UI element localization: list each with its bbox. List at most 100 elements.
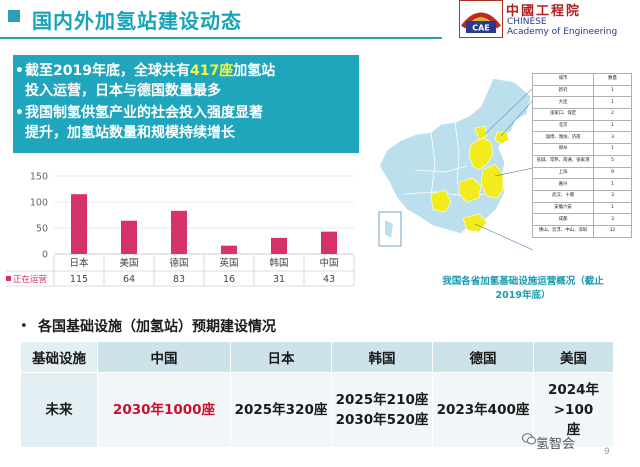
y-tick-label: 150 <box>30 172 48 183</box>
south-china-sea-islands <box>385 220 393 238</box>
table-row: 淄博、潍坊、济南 3 <box>532 131 632 145</box>
table-row: 新究 1 <box>532 84 632 98</box>
table-count: 1 <box>593 84 632 98</box>
plan-row-label: 未来 <box>20 372 98 448</box>
legend-label: 正在运营 <box>13 274 47 285</box>
table-city: 新究 <box>532 84 594 98</box>
data-value-label: 16 <box>223 274 235 285</box>
table-count: 3 <box>593 131 632 145</box>
x-category-label: 韩国 <box>269 257 288 269</box>
table-city: 佛山、云浮、中山、深圳 <box>532 224 594 238</box>
table-header-row: 城市 数量 <box>532 73 632 86</box>
map-highlight-east <box>480 163 504 199</box>
map-highlight-sichuan <box>430 189 452 213</box>
legend-swatch <box>6 276 11 281</box>
data-value-label: 64 <box>123 274 135 285</box>
plan-usa-line1: 2024年>100 <box>547 382 600 418</box>
section-title: 各国基础设施（加氢站）预期建设情况 <box>38 319 276 335</box>
plan-header-cell: 基础设施 <box>20 341 98 373</box>
plan-header-cell: 韩国 <box>331 341 433 373</box>
bar <box>171 210 187 254</box>
table-city: 上海 <box>532 166 594 180</box>
x-category-label: 美国 <box>119 257 138 269</box>
table-city: 淄博、潍坊、济南 <box>532 131 594 145</box>
table-row: 佛山、云浮、中山、深圳 12 <box>532 224 632 238</box>
summary-bullet-2-line1: 我国制氢供氢产业的社会投入强度显著 <box>25 105 263 121</box>
plan-usa-line2: 座 <box>566 422 581 438</box>
summary-bullet-1-line2: 投入运营，日本与德国数量最多 <box>25 83 221 99</box>
summary-bullet-2-line2: 提升，加氢站数量和规模持续增长 <box>25 125 235 141</box>
summary-bullet-1-pre: 截至2019年底，全球共有 <box>25 63 190 79</box>
title-bullet-square <box>8 10 20 22</box>
table-city: 北京 <box>532 119 594 133</box>
table-city: 郑州 <box>532 143 594 156</box>
table-row: 张家口、保定 2 <box>532 108 632 121</box>
table-row: 武汉、十堰 3 <box>532 189 632 203</box>
table-header-cell: 数量 <box>593 73 632 86</box>
data-value-label: 31 <box>273 274 285 285</box>
table-count: 1 <box>593 143 632 156</box>
table-count: 3 <box>593 213 632 226</box>
map-province-border <box>414 165 468 173</box>
china-map-outline <box>378 77 532 235</box>
logo-english-line1: CHINESE <box>507 17 547 27</box>
plan-japan-target: 2025年320座 <box>230 372 332 448</box>
table-count: 1 <box>593 96 632 110</box>
table-count: 1 <box>593 119 632 133</box>
x-category-label: 德国 <box>169 257 188 269</box>
x-category-label: 英国 <box>219 257 238 269</box>
summary-box: • 截至2019年底，全球共有417座加氢站 投入运营，日本与德国数量最多 • … <box>13 55 359 153</box>
x-category-label: 日本 <box>69 257 89 269</box>
table-row: 大连 1 <box>532 96 632 110</box>
table-count: 1 <box>593 201 632 215</box>
plan-row: 未来 2030年1000座 2025年320座 2025年210座 2030年5… <box>20 372 614 448</box>
table-count: 12 <box>593 224 632 238</box>
section-bullet-dot: • <box>20 319 28 334</box>
plan-header-row: 基础设施 中国 日本 韩国 德国 美国 <box>20 341 614 373</box>
table-city: 张家口、保定 <box>532 108 594 121</box>
city-station-table: 城市 数量 新究 1 大连 1 张家口、保定 2 北京 1 淄博、潍坊、济南 3 郑州 1 … <box>532 73 632 238</box>
data-value-label: 115 <box>70 274 88 285</box>
china-map <box>378 77 534 251</box>
data-value-label: 43 <box>323 274 335 285</box>
plan-header-cell: 日本 <box>230 341 332 373</box>
data-value-label: 83 <box>173 274 185 285</box>
page-title: 国内外加氢站建设动态 <box>32 9 242 33</box>
y-tick-label: 50 <box>36 224 48 235</box>
map-highlight-guangdong <box>462 213 488 233</box>
table-row: 上海 9 <box>532 166 632 180</box>
map-leader-line <box>484 87 534 135</box>
plan-header-cell: 德国 <box>432 341 534 373</box>
cae-logo-text: CAE <box>472 24 490 33</box>
plan-usa-target: 2024年>100 座 <box>533 372 614 448</box>
map-leader-line <box>500 99 534 137</box>
plan-china-target: 2030年1000座 <box>97 372 231 448</box>
map-highlight-central <box>458 177 482 203</box>
table-count: 9 <box>593 166 632 180</box>
y-tick-label: 100 <box>30 198 48 209</box>
cae-logo-graphic: CAE <box>460 1 502 37</box>
map-leader-line <box>474 223 534 251</box>
bar <box>321 231 337 254</box>
map-province-border <box>454 121 460 185</box>
map-caption-line2: 2019年底） <box>495 290 551 301</box>
plan-germany-target: 2023年400座 <box>432 372 534 448</box>
cae-logo-icon: CAE <box>459 0 503 38</box>
map-highlight-north <box>468 137 494 171</box>
map-province-border <box>430 131 436 197</box>
x-category-label: 中国 <box>319 257 338 269</box>
table-row: 盐城、常熟、南通、张家港 5 <box>532 154 632 168</box>
plan-korea-line1: 2025年210座 <box>335 392 429 408</box>
table-city: 成都 <box>532 213 594 226</box>
bar <box>121 220 137 254</box>
y-tick-label: 0 <box>42 250 48 261</box>
map-caption-line1: 我国各省加氢基础设施运营概况（截止 <box>442 276 604 287</box>
summary-bullet-2: • 我国制氢供氢产业的社会投入强度显著 <box>15 103 355 123</box>
table-city: 盐城、常熟、南通、张家港 <box>532 154 594 168</box>
construction-plan-table: 基础设施 中国 日本 韩国 德国 美国 未来 2030年1000座 2025年3… <box>20 341 614 448</box>
plan-header-cell: 美国 <box>533 341 614 373</box>
table-city: 大连 <box>532 96 594 110</box>
table-row: 北京 1 <box>532 119 632 133</box>
table-city: 嘉兴 <box>532 178 594 191</box>
